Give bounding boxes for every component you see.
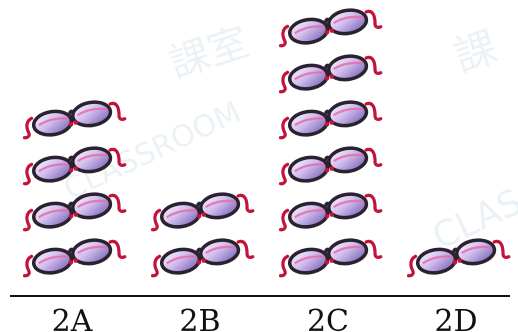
glasses-icon (22, 146, 127, 186)
glasses-icon (22, 192, 127, 232)
glasses-icon (278, 54, 383, 94)
watermark: 課室 課 CLASSROOM CLAS (59, 19, 518, 258)
glasses-icon (406, 238, 511, 278)
glasses-icon (278, 192, 383, 232)
glasses-icon (22, 238, 127, 278)
pictograph-icons (22, 8, 511, 278)
glasses-icon (278, 100, 383, 140)
watermark-text-right: 課 (448, 22, 503, 82)
glasses-icon (278, 146, 383, 186)
category-labels: 2A 2B 2C 2D (52, 304, 478, 332)
glasses-icon (278, 238, 383, 278)
category-label: 2A (52, 304, 93, 332)
category-label: 2B (179, 304, 220, 332)
watermark-text-left: 課室 (164, 19, 254, 87)
category-label: 2C (307, 304, 349, 332)
glasses-icon (150, 192, 255, 232)
category-label: 2D (434, 304, 477, 332)
glasses-icon (22, 100, 127, 140)
glasses-icon (150, 238, 255, 278)
glasses-icon (278, 8, 383, 48)
